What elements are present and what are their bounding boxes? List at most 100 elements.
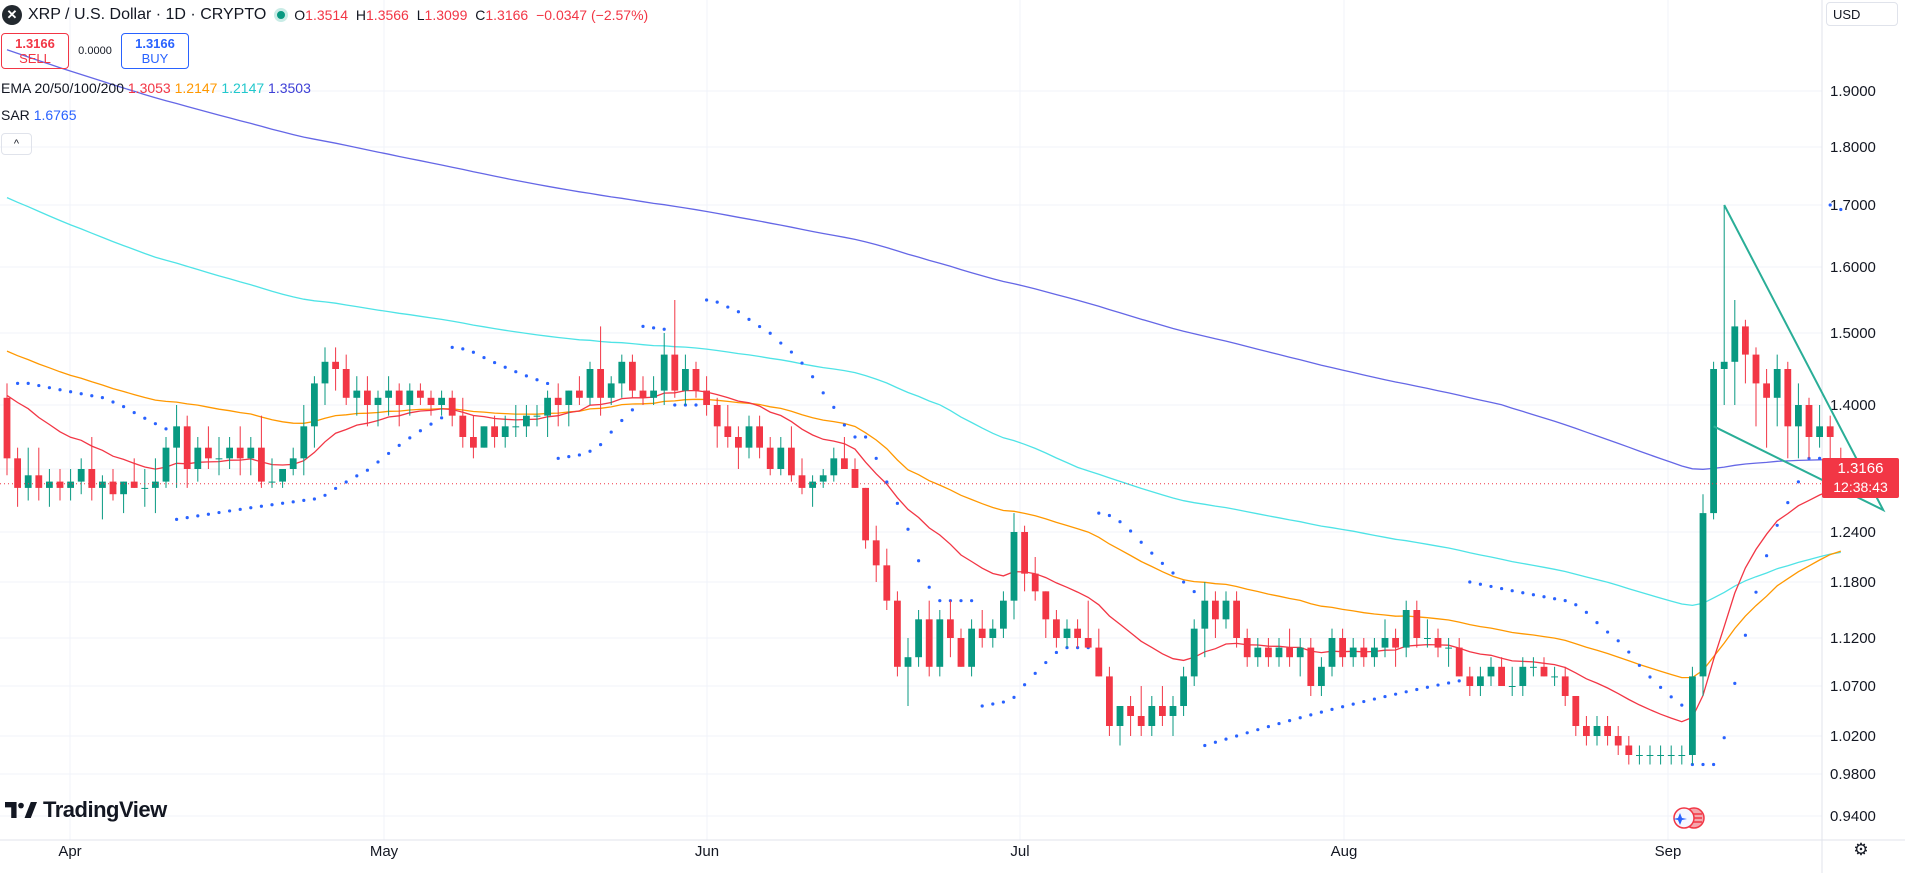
sar-dot: [599, 443, 603, 447]
economic-events-icon[interactable]: [1672, 806, 1712, 830]
candle-body: [236, 447, 244, 459]
sar-dot: [111, 400, 115, 404]
sar-dot: [1818, 456, 1822, 460]
sar-dot: [970, 599, 974, 603]
time-axis-tick: Jul: [1010, 843, 1029, 860]
sar-dot: [747, 317, 751, 321]
candle-body: [1625, 745, 1633, 755]
sar-dot: [79, 392, 83, 396]
collapse-legend-button[interactable]: ^: [1, 133, 32, 155]
sar-dot: [1097, 511, 1101, 515]
currency-selector[interactable]: USD: [1826, 2, 1898, 26]
price-axis-tick: 1.8000: [1830, 139, 1876, 156]
sar-dot: [175, 517, 179, 522]
candle-body: [1159, 706, 1166, 716]
sar-dot: [26, 381, 30, 385]
candle-body: [130, 481, 138, 488]
settings-gear-icon[interactable]: ⚙: [1853, 840, 1869, 859]
sar-dot: [715, 300, 719, 304]
spread-value: 0.0000: [78, 45, 112, 57]
candle-body: [141, 487, 149, 489]
high-label: H: [355, 7, 367, 23]
candle-body: [554, 397, 562, 405]
ema-legend[interactable]: EMA 20/50/100/200 1.3053 1.2147 1.2147 1…: [1, 80, 311, 96]
price-axis-tick: 0.9800: [1830, 766, 1876, 783]
sar-dot: [1118, 520, 1122, 524]
candle-body: [1222, 600, 1230, 620]
candle-body: [300, 426, 308, 459]
candle-body: [1190, 628, 1198, 677]
sar-dot: [1722, 736, 1726, 740]
sar-dot: [1680, 703, 1684, 707]
sar-dot: [1775, 523, 1779, 527]
candle-body: [1116, 706, 1124, 726]
sar-dot: [482, 355, 486, 360]
sar-dot: [832, 405, 836, 409]
price-axis-tick: 1.0200: [1830, 728, 1876, 745]
candle-body: [1307, 647, 1315, 686]
tradingview-logo[interactable]: TradingView: [5, 797, 167, 823]
candle-body: [152, 481, 159, 488]
sar-dot: [16, 381, 20, 385]
candle-body: [947, 619, 954, 638]
candle-body: [692, 369, 700, 391]
sar-dot: [1606, 630, 1610, 634]
sar-dot: [1351, 702, 1355, 706]
candle-body: [989, 628, 997, 638]
candle-body: [3, 397, 11, 459]
candle-body: [1063, 628, 1071, 638]
candle-body: [1095, 647, 1103, 677]
candle-body: [1731, 326, 1739, 362]
candle-body: [1106, 676, 1113, 726]
open-label: O: [294, 7, 306, 23]
sar-dot: [408, 436, 412, 440]
symbol-title[interactable]: XRP / U.S. Dollar · 1D · CRYPTO: [28, 6, 267, 23]
sar-dot: [259, 504, 263, 508]
candle-body: [1053, 619, 1060, 638]
candle-body: [1604, 726, 1611, 736]
sar-dot: [1054, 650, 1058, 655]
candle-body: [1519, 666, 1527, 686]
candle-body: [1137, 716, 1145, 726]
sar-dot: [588, 449, 592, 453]
market-status-icon[interactable]: [274, 8, 289, 22]
sell-button[interactable]: 1.3166 SELL: [1, 33, 69, 69]
sar-dot: [959, 599, 963, 603]
currency-label: USD: [1833, 6, 1861, 22]
sar-dot: [1362, 699, 1366, 704]
candle-body: [915, 619, 922, 658]
candle-body: [1042, 591, 1050, 620]
chevron-up-icon: ^: [13, 138, 20, 150]
ema-label: EMA 20/50/100/200: [1, 80, 124, 96]
sar-dot: [1288, 719, 1292, 723]
sar-dot: [1224, 737, 1228, 741]
sar-dot: [726, 305, 730, 309]
sar-dot: [450, 345, 454, 349]
buy-button[interactable]: 1.3166 BUY: [121, 33, 189, 69]
candle-body: [819, 475, 827, 482]
candle-body: [1614, 736, 1622, 746]
sar-dot: [312, 497, 316, 501]
candle-body: [1318, 666, 1325, 686]
candle-body: [1360, 647, 1368, 658]
sar-dot: [281, 501, 285, 505]
sar-dot: [1150, 551, 1154, 555]
candle-body: [872, 540, 880, 566]
sar-dot: [1298, 716, 1302, 720]
trade-panel: 1.3166 SELL 0.0000 1.3166 BUY: [1, 33, 189, 69]
sar-dot: [1256, 728, 1260, 732]
candle-body: [1265, 647, 1272, 658]
sar-dot: [461, 347, 465, 351]
candle-body: [851, 469, 859, 488]
sar-dot: [58, 388, 62, 392]
candle-body: [1371, 647, 1378, 658]
sar-legend[interactable]: SAR 1.6765: [1, 107, 77, 123]
sar-dot: [471, 350, 475, 354]
sar-dot: [1595, 620, 1599, 625]
sar-dot: [249, 506, 253, 510]
candle-body: [183, 426, 191, 469]
ema200-line: [6, 49, 1841, 470]
price-axis-tick: 0.9400: [1830, 808, 1876, 825]
candle-body: [1678, 755, 1686, 756]
